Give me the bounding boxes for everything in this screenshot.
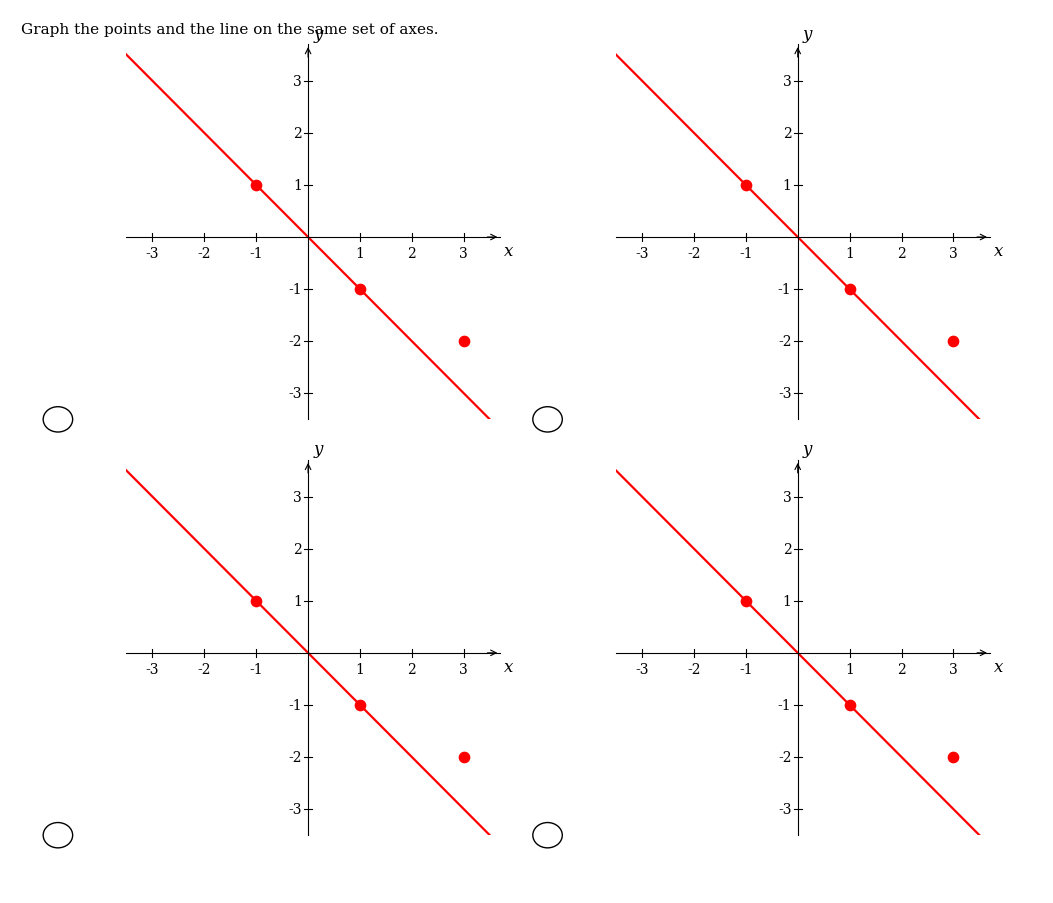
Text: -3: -3 bbox=[145, 663, 159, 676]
Text: 1: 1 bbox=[356, 663, 364, 676]
Text: 2: 2 bbox=[408, 247, 416, 261]
Text: 2: 2 bbox=[897, 247, 906, 261]
Text: x: x bbox=[504, 658, 514, 675]
Point bbox=[737, 179, 754, 193]
Text: 1: 1 bbox=[846, 663, 854, 676]
Text: -1: -1 bbox=[250, 247, 263, 261]
Point bbox=[945, 335, 961, 349]
Text: -1: -1 bbox=[289, 283, 302, 297]
Text: x: x bbox=[504, 243, 514, 260]
Text: -3: -3 bbox=[635, 247, 649, 261]
Text: 1: 1 bbox=[846, 247, 854, 261]
Point bbox=[737, 594, 754, 609]
Text: -1: -1 bbox=[289, 698, 302, 712]
Text: 3: 3 bbox=[459, 247, 469, 261]
Text: 1: 1 bbox=[782, 594, 792, 608]
Text: 2: 2 bbox=[897, 663, 906, 676]
Text: -2: -2 bbox=[198, 663, 211, 676]
Text: -3: -3 bbox=[145, 247, 159, 261]
Text: -2: -2 bbox=[778, 750, 792, 764]
Text: -3: -3 bbox=[289, 386, 302, 401]
Text: -2: -2 bbox=[688, 247, 700, 261]
Text: -3: -3 bbox=[635, 663, 649, 676]
Point bbox=[455, 335, 472, 349]
Text: y: y bbox=[314, 441, 322, 458]
Point bbox=[841, 698, 858, 712]
Point bbox=[352, 283, 369, 297]
Text: 3: 3 bbox=[949, 247, 958, 261]
Text: 1: 1 bbox=[782, 179, 792, 192]
Text: y: y bbox=[314, 25, 322, 42]
Text: 3: 3 bbox=[293, 75, 302, 88]
Text: 2: 2 bbox=[782, 126, 792, 141]
Text: -3: -3 bbox=[289, 802, 302, 816]
Text: 1: 1 bbox=[356, 247, 364, 261]
Text: -1: -1 bbox=[739, 247, 753, 261]
Point bbox=[352, 698, 369, 712]
Text: -1: -1 bbox=[778, 283, 792, 297]
Text: -2: -2 bbox=[778, 335, 792, 349]
Text: -2: -2 bbox=[289, 750, 302, 764]
Text: Graph the points and the line on the same set of axes.: Graph the points and the line on the sam… bbox=[21, 23, 438, 36]
Point bbox=[841, 283, 858, 297]
Text: -2: -2 bbox=[198, 247, 211, 261]
Point bbox=[247, 179, 264, 193]
Point bbox=[945, 750, 961, 765]
Text: -2: -2 bbox=[289, 335, 302, 349]
Text: -3: -3 bbox=[778, 386, 792, 401]
Text: -2: -2 bbox=[688, 663, 700, 676]
Text: -1: -1 bbox=[739, 663, 753, 676]
Text: 3: 3 bbox=[293, 490, 302, 504]
Text: y: y bbox=[802, 441, 812, 458]
Text: 3: 3 bbox=[782, 490, 792, 504]
Text: x: x bbox=[994, 243, 1004, 260]
Point bbox=[247, 594, 264, 609]
Text: -3: -3 bbox=[778, 802, 792, 816]
Text: 1: 1 bbox=[293, 594, 302, 608]
Text: 3: 3 bbox=[782, 75, 792, 88]
Point bbox=[455, 750, 472, 765]
Text: 3: 3 bbox=[459, 663, 469, 676]
Text: -1: -1 bbox=[778, 698, 792, 712]
Text: 2: 2 bbox=[408, 663, 416, 676]
Text: 2: 2 bbox=[782, 542, 792, 556]
Text: x: x bbox=[994, 658, 1004, 675]
Text: y: y bbox=[802, 25, 812, 42]
Text: 3: 3 bbox=[949, 663, 958, 676]
Text: -1: -1 bbox=[250, 663, 263, 676]
Text: 1: 1 bbox=[293, 179, 302, 192]
Text: 2: 2 bbox=[293, 542, 302, 556]
Text: 2: 2 bbox=[293, 126, 302, 141]
